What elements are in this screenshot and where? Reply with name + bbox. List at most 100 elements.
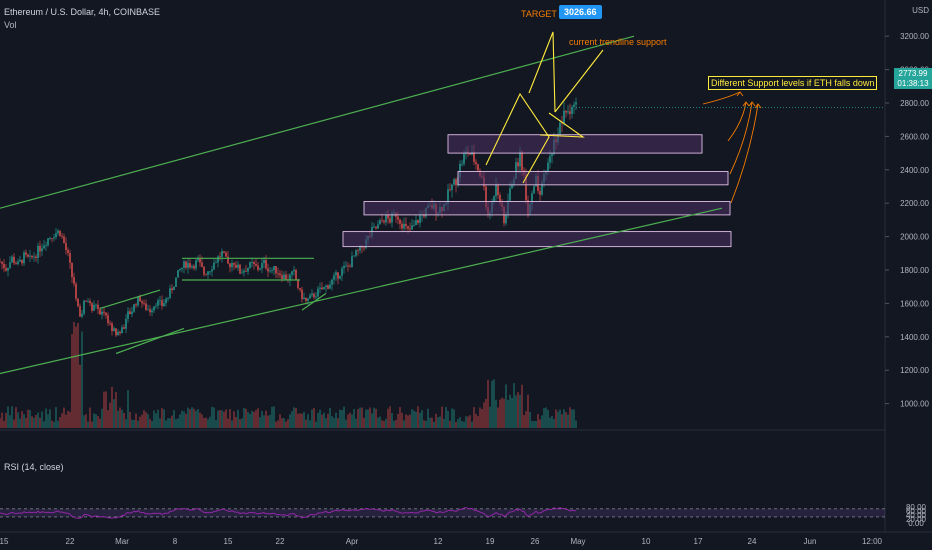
candle-body	[113, 328, 115, 332]
candle-body	[209, 271, 211, 273]
candle-body	[45, 245, 47, 247]
volume-bar	[493, 379, 495, 428]
volume-bar	[465, 416, 467, 428]
candle-body	[127, 311, 129, 319]
volume-bar	[541, 415, 543, 428]
candle-body	[77, 298, 79, 307]
volume-bar	[511, 398, 513, 428]
volume-bar	[239, 419, 241, 428]
volume-bar	[427, 408, 429, 428]
candle-body	[515, 162, 517, 179]
volume-bar	[235, 417, 237, 428]
volume-bar	[531, 420, 533, 428]
volume-bar	[101, 408, 103, 428]
volume-bar	[173, 410, 175, 428]
volume-bar	[9, 415, 11, 428]
candle-body	[7, 267, 9, 271]
candle-body	[145, 303, 147, 310]
candle-body	[293, 269, 295, 272]
volume-bar	[19, 418, 21, 428]
flag-pattern	[485, 92, 550, 184]
candle-body	[27, 254, 29, 257]
candle-body	[93, 304, 95, 311]
candle-body	[359, 245, 361, 251]
volume-bar	[417, 406, 419, 428]
time-tick-label: Apr	[346, 537, 359, 546]
candle-body	[415, 220, 417, 226]
support-zone	[342, 231, 732, 248]
volume-bar	[367, 409, 369, 428]
volume-bar	[279, 414, 281, 428]
price-tick-label: 1200.00	[900, 366, 929, 375]
candle-body	[325, 285, 327, 288]
volume-bar	[187, 407, 189, 428]
candle-body	[21, 259, 23, 264]
candle-body	[285, 274, 287, 280]
volume-bar	[81, 331, 83, 428]
volume-bar	[35, 414, 37, 428]
candle-body	[195, 260, 197, 269]
candle-body	[265, 260, 267, 269]
volume-bar	[243, 408, 245, 428]
volume-bar	[87, 421, 89, 428]
volume-bar	[43, 421, 45, 428]
candle-body	[57, 230, 59, 234]
candle-body	[191, 266, 193, 268]
support-zone	[447, 134, 703, 154]
volume-bar	[111, 386, 113, 428]
candle-body	[381, 220, 383, 222]
candle-body	[221, 251, 223, 257]
volume-bar	[437, 417, 439, 428]
candle-body	[39, 245, 41, 252]
candle-body	[405, 223, 407, 226]
time-tick-label: 26	[531, 537, 540, 546]
candle-body	[567, 111, 569, 113]
candle-body	[121, 327, 123, 334]
candle-body	[403, 223, 405, 229]
candle-body	[181, 267, 183, 269]
price-tick-label: 3200.00	[900, 32, 929, 41]
time-tick-label: 22	[66, 537, 75, 546]
candle-body	[255, 263, 257, 266]
volume-bar	[1, 412, 3, 428]
candle-body	[417, 220, 419, 223]
volume-bar	[227, 418, 229, 428]
volume-bar	[137, 420, 139, 428]
candle-body	[227, 256, 229, 264]
candle-body	[101, 311, 103, 315]
candle-body	[97, 304, 99, 310]
candle-body	[459, 163, 461, 178]
candle-body	[213, 262, 215, 270]
candle-body	[341, 268, 343, 276]
volume-bar	[237, 409, 239, 428]
candle-body	[41, 248, 43, 252]
candle-body	[83, 300, 85, 314]
volume-bar	[543, 408, 545, 428]
volume-bar	[3, 420, 5, 428]
candle-body	[307, 298, 309, 301]
volume-bar	[37, 412, 39, 428]
volume-bar	[449, 420, 451, 428]
candle-body	[397, 216, 399, 220]
volume-bar	[467, 416, 469, 428]
candle-body	[251, 262, 253, 264]
candle-body	[211, 269, 213, 272]
volume-bar	[67, 410, 69, 428]
volume-bar	[363, 417, 365, 428]
trendline-support-pointer	[554, 49, 604, 113]
candle-body	[105, 312, 107, 316]
candle-body	[177, 270, 179, 278]
candle-body	[193, 266, 195, 269]
volume-bar	[31, 416, 33, 428]
candle-body	[171, 288, 173, 291]
volume-bar	[533, 421, 535, 428]
volume-bar	[549, 417, 551, 428]
volume-bar	[201, 414, 203, 428]
candle-body	[321, 287, 323, 290]
candle-body	[477, 164, 479, 171]
candle-body	[143, 303, 145, 305]
time-tick-label: 17	[694, 537, 703, 546]
volume-bar	[411, 409, 413, 428]
volume-bar	[277, 420, 279, 428]
